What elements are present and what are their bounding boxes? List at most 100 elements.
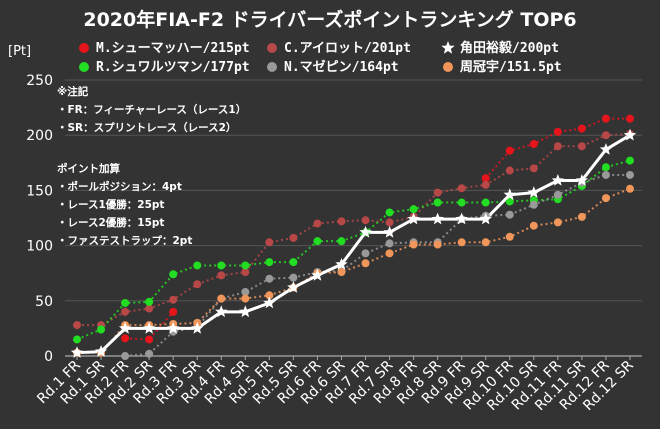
legend-marker-1 (267, 43, 277, 53)
legend-marker-3 (79, 62, 89, 72)
series-point-star (599, 143, 613, 155)
series-point-1 (529, 164, 538, 173)
series-point-4 (361, 249, 370, 258)
legend-marker-0 (79, 43, 89, 53)
series-point-5 (265, 291, 274, 300)
y-tick-label: 50 (35, 294, 53, 310)
series-line-1 (77, 133, 631, 327)
series-point-3 (265, 258, 274, 267)
legend-label-0: M.シューマッハー/215pt (96, 41, 250, 56)
notes-title: ※注記 (57, 85, 89, 98)
series-point-3 (433, 198, 442, 207)
series-point-star (167, 321, 180, 334)
series-point-star (263, 296, 276, 309)
series-point-star (503, 188, 516, 201)
series-point-0 (625, 114, 634, 123)
series-point-1 (577, 142, 586, 151)
series-point-star (143, 321, 156, 334)
series-point-star (118, 321, 132, 334)
series-point-1 (73, 321, 82, 330)
series-point-1 (385, 218, 394, 227)
series-point-star (383, 225, 396, 238)
series-point-5 (457, 238, 466, 247)
series-point-star (215, 305, 228, 318)
series-point-4 (241, 287, 250, 296)
series-point-3 (217, 261, 226, 270)
series-point-star (479, 212, 492, 225)
series-point-star (311, 268, 324, 281)
legend: M.シューマッハー/215pt C.アイロット/201pt 角田裕毅/200pt R.… (79, 40, 562, 75)
series-point-3 (505, 197, 514, 206)
series-point-star (359, 225, 372, 238)
series-point-4 (505, 210, 514, 219)
y-tick-label: 100 (26, 239, 53, 255)
legend-label-1: C.アイロット/201pt (284, 41, 411, 56)
series-point-3 (409, 205, 418, 214)
series-point-star (335, 257, 348, 270)
series-point-star (287, 281, 300, 293)
series-point-1 (361, 216, 370, 225)
series-point-1 (313, 219, 322, 228)
series-point-5 (361, 259, 370, 268)
series-point-3 (121, 299, 130, 308)
series-point-star (527, 186, 540, 198)
series-point-3 (625, 156, 634, 165)
series-point-4 (529, 200, 538, 209)
notes-item-sr: ・SR：スプリントレース（レース2） (57, 121, 236, 134)
points-item-race1: ・レース1優勝：25pt (57, 198, 164, 211)
series-markers (70, 114, 637, 360)
series-point-1 (169, 295, 178, 304)
y-tick-label: 150 (26, 183, 53, 199)
series-point-star (623, 128, 637, 141)
series-point-3 (145, 297, 154, 306)
series-point-0 (169, 307, 178, 316)
series-point-5 (409, 240, 418, 249)
series-point-1 (505, 166, 514, 175)
series-point-3 (457, 198, 466, 207)
series-point-5 (577, 212, 586, 221)
series-point-3 (313, 237, 322, 246)
series-point-0 (145, 335, 154, 344)
points-item-race2: ・レース2優勝：15pt (57, 216, 164, 229)
series-point-0 (121, 334, 130, 343)
series-point-1 (481, 180, 490, 189)
series-point-0 (505, 146, 514, 155)
series-point-5 (385, 249, 394, 258)
series-point-star (407, 212, 420, 225)
series-point-3 (337, 237, 346, 246)
series-point-3 (601, 163, 610, 172)
series-point-3 (385, 208, 394, 217)
series-point-3 (241, 261, 250, 270)
series-point-star (239, 305, 252, 318)
series-point-1 (121, 307, 130, 316)
series-point-3 (73, 335, 82, 344)
series-point-1 (601, 131, 610, 140)
series-point-4 (121, 352, 130, 360)
points-item-pole: ・ポールポジション：4pt (57, 180, 182, 193)
series-point-3 (97, 325, 106, 334)
series-point-4 (385, 239, 394, 248)
series-point-star (94, 345, 108, 357)
chart-title: 2020年FIA-F2 ドライバーズポイントランキング TOP6 (83, 8, 576, 31)
series-point-1 (433, 188, 442, 197)
series-point-5 (217, 294, 226, 303)
series-point-4 (553, 190, 562, 199)
series-point-0 (553, 127, 562, 136)
points-title: ポイント加算 (57, 162, 120, 175)
series-point-1 (241, 268, 250, 277)
grid (65, 79, 642, 357)
series-line-3 (76, 159, 631, 341)
series-point-3 (289, 258, 298, 267)
legend-star-icon (441, 41, 455, 54)
y-axis-label: [Pt] (8, 44, 31, 59)
legend-label-3: R.シュワルツマン/177pt (96, 60, 250, 75)
series-point-4 (601, 170, 610, 179)
series-point-5 (337, 268, 346, 277)
legend-marker-5 (443, 62, 453, 72)
series-point-star (551, 174, 564, 186)
points-item-fastest: ・ファステストラップ：2pt (57, 234, 192, 247)
series-point-4 (625, 170, 634, 179)
series-point-5 (241, 294, 250, 303)
